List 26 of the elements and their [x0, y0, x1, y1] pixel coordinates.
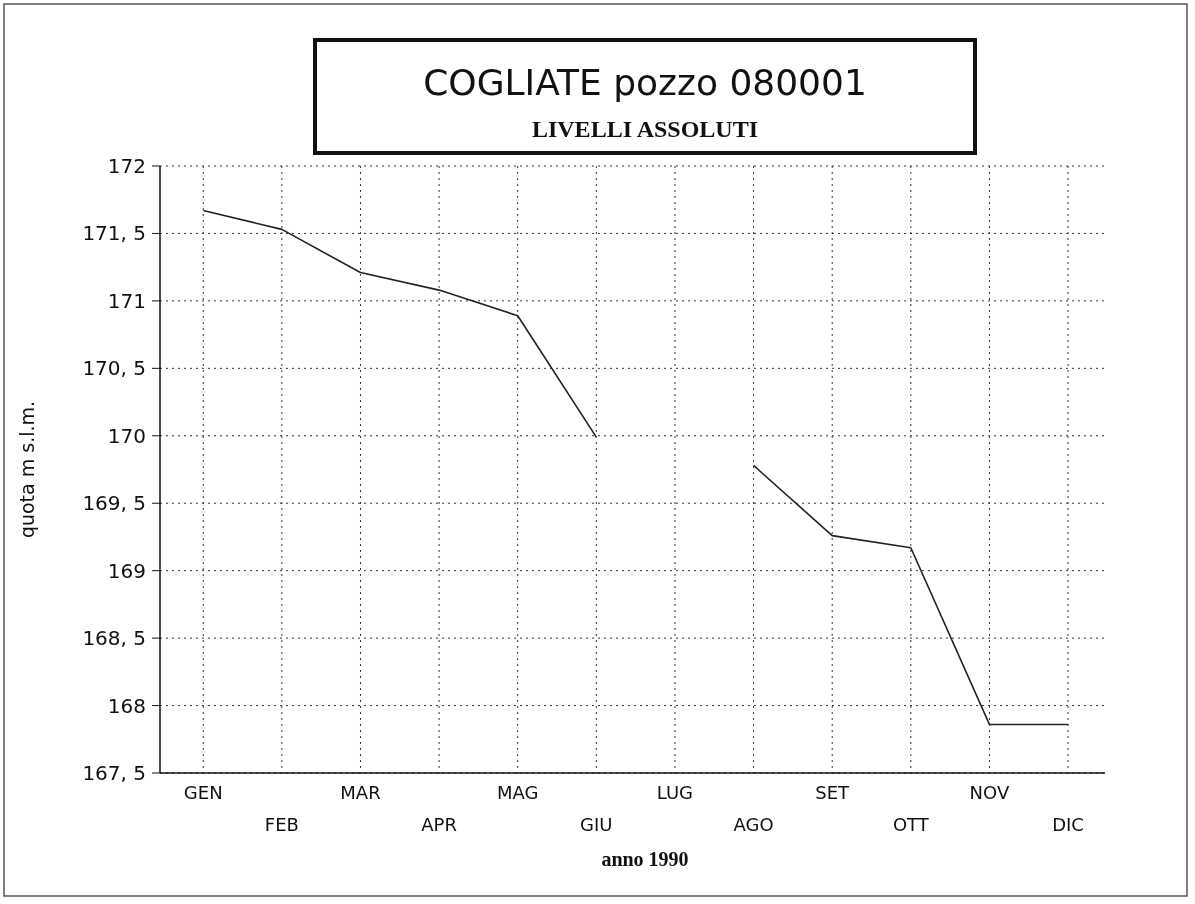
x-tick-label: LUG [656, 782, 694, 803]
x-tick-label: NOV [969, 782, 1010, 803]
x-tick-label: OTT [892, 814, 930, 835]
x-axis-title: anno 1990 [601, 848, 689, 870]
y-tick-label: 171 [107, 288, 146, 313]
y-tick-label: 168 [107, 693, 146, 718]
y-axis-title: quota m s.l.m. [16, 400, 38, 539]
x-tick-label: MAR [340, 782, 381, 803]
y-tick-label: 170 [107, 423, 146, 448]
x-tick-label: MAG [496, 782, 539, 803]
y-tick-label: 171, 5 [82, 221, 146, 246]
x-tick-label: GEN [183, 782, 223, 803]
y-tick-label: 169, 5 [82, 491, 146, 516]
chart-title: COGLIATE pozzo 080001 [423, 62, 867, 103]
x-tick-label: SET [815, 782, 851, 803]
y-tick-label: 168, 5 [82, 626, 146, 651]
x-tick-label: GIU [580, 814, 613, 835]
x-tick-label: FEB [264, 814, 299, 835]
chart-subtitle: LIVELLI ASSOLUTI [531, 116, 759, 142]
x-tick-label: DIC [1052, 814, 1084, 835]
y-tick-label: 172 [107, 154, 146, 178]
y-tick-label: 170, 5 [82, 356, 146, 381]
y-tick-label: 167, 5 [82, 761, 146, 785]
y-tick-label: 169 [107, 558, 146, 583]
x-tick-label: AGO [733, 814, 774, 835]
x-tick-label: APR [421, 814, 457, 835]
